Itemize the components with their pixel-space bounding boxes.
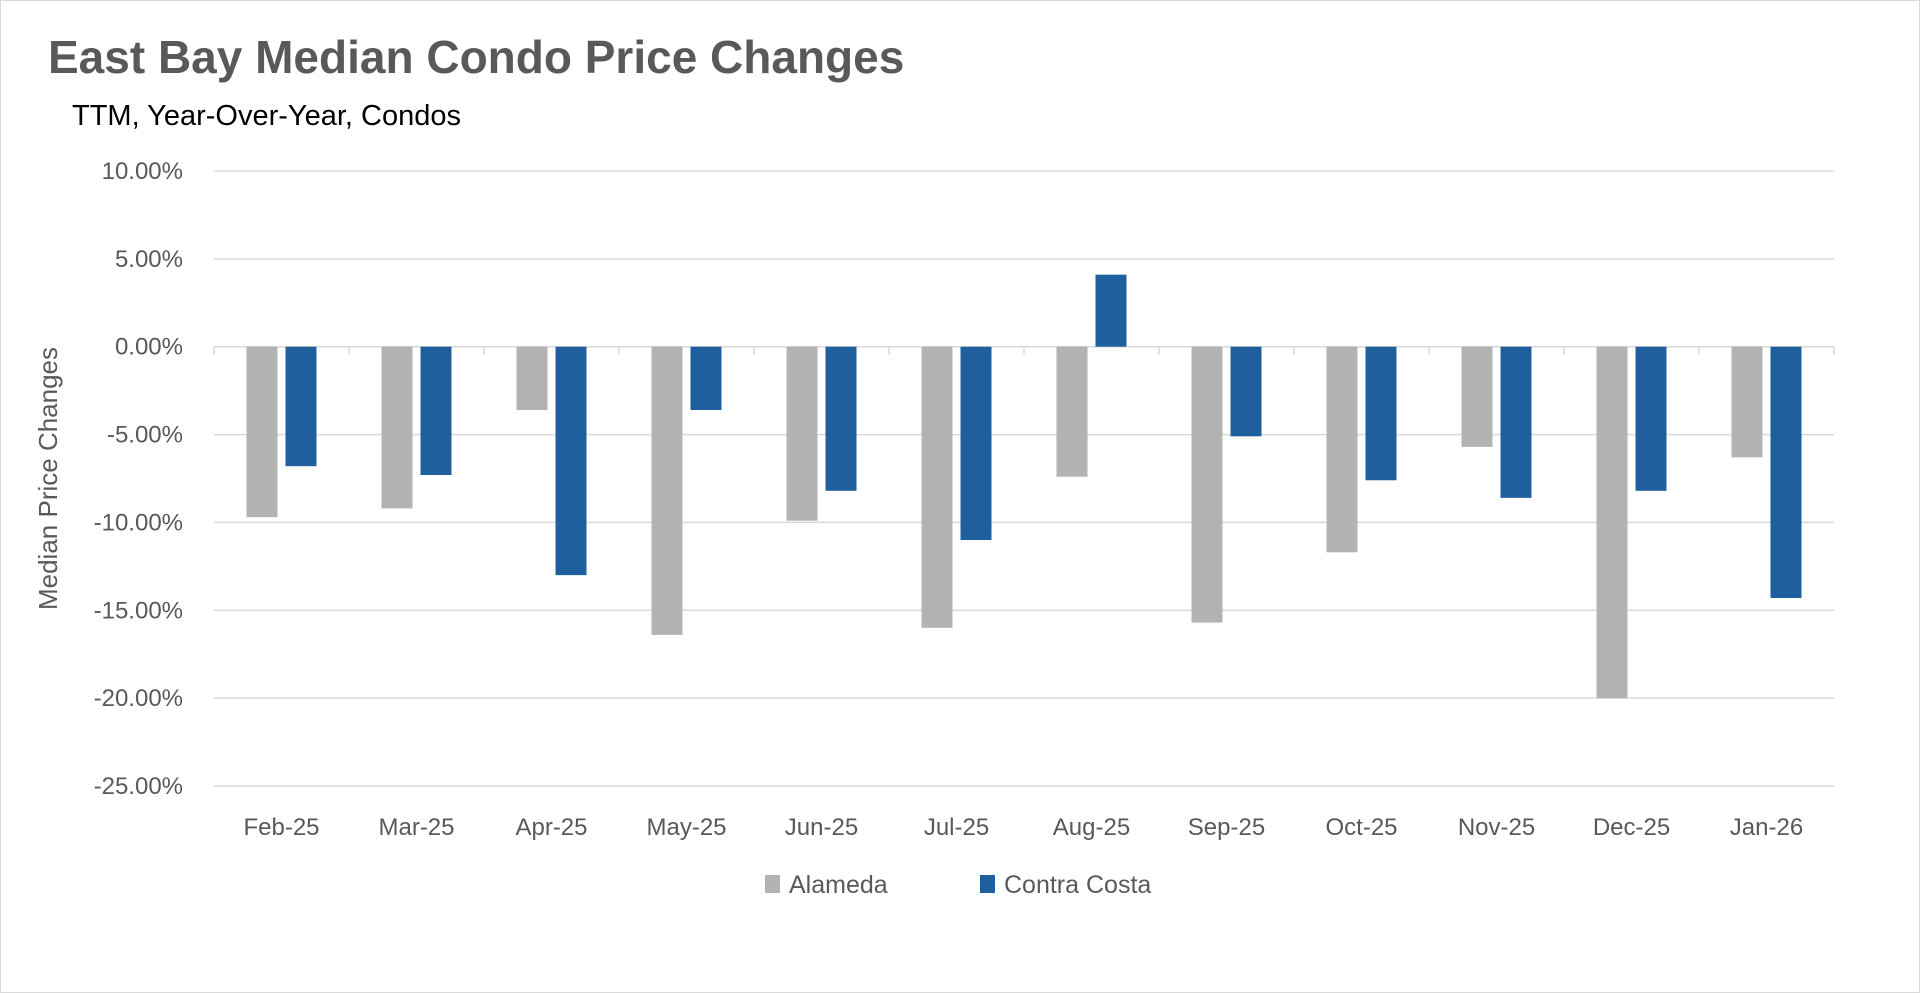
y-tick-label: -15.00% <box>94 597 183 624</box>
chart-subtitle: TTM, Year-Over-Year, Condos <box>72 100 461 132</box>
y-tick-label: -10.00% <box>94 509 183 536</box>
bar-contra-costa <box>1365 346 1397 481</box>
x-tick-label: Aug-25 <box>1053 814 1130 841</box>
bar-contra-costa <box>1500 346 1532 498</box>
bar-alameda <box>1731 346 1763 458</box>
bar-alameda <box>786 346 818 521</box>
y-tick-label: 5.00% <box>115 246 183 273</box>
bar-contra-costa <box>1095 274 1127 347</box>
bar-contra-costa <box>1230 346 1262 437</box>
x-tick-label: Feb-25 <box>243 814 319 841</box>
bar-alameda <box>1596 346 1628 699</box>
bar-contra-costa <box>960 346 992 540</box>
x-tick-label: Nov-25 <box>1458 814 1535 841</box>
bar-alameda <box>921 346 953 628</box>
y-tick-label: -20.00% <box>94 685 183 712</box>
bar-alameda <box>516 346 548 410</box>
legend-swatch-alameda <box>765 875 780 893</box>
bar-contra-costa <box>555 346 587 576</box>
bar-alameda <box>381 346 413 509</box>
y-tick-label: -5.00% <box>107 422 183 449</box>
y-axis-label: Median Price Changes <box>33 347 63 610</box>
bar-contra-costa <box>285 346 317 467</box>
bar-alameda <box>246 346 278 518</box>
bar-contra-costa <box>690 346 722 410</box>
bar-contra-costa <box>825 346 857 491</box>
bar-contra-costa <box>420 346 452 475</box>
x-tick-label: Jun-25 <box>785 814 858 841</box>
bar-alameda <box>1191 346 1223 623</box>
legend-label: Contra Costa <box>1004 871 1151 899</box>
x-tick-label: May-25 <box>646 814 726 841</box>
y-tick-label: -25.00% <box>94 773 183 800</box>
legend-label: Alameda <box>789 871 888 899</box>
bar-alameda <box>1461 346 1493 447</box>
bar-alameda <box>1326 346 1358 553</box>
x-tick-label: Sep-25 <box>1188 814 1265 841</box>
x-tick-label: Mar-25 <box>378 814 454 841</box>
legend-swatch-contra-costa <box>980 875 995 893</box>
x-tick-label: Jul-25 <box>924 814 989 841</box>
bar-alameda <box>651 346 683 635</box>
y-tick-label: 0.00% <box>115 334 183 361</box>
x-tick-label: Jan-26 <box>1730 814 1803 841</box>
x-tick-label: Oct-25 <box>1325 814 1397 841</box>
chart-title: East Bay Median Condo Price Changes <box>48 31 905 83</box>
x-tick-label: Dec-25 <box>1593 814 1670 841</box>
bar-contra-costa <box>1770 346 1802 598</box>
y-tick-label: 10.00% <box>102 158 183 185</box>
x-tick-label: Apr-25 <box>515 814 587 841</box>
bar-contra-costa <box>1635 346 1667 491</box>
bar-alameda <box>1056 346 1088 477</box>
